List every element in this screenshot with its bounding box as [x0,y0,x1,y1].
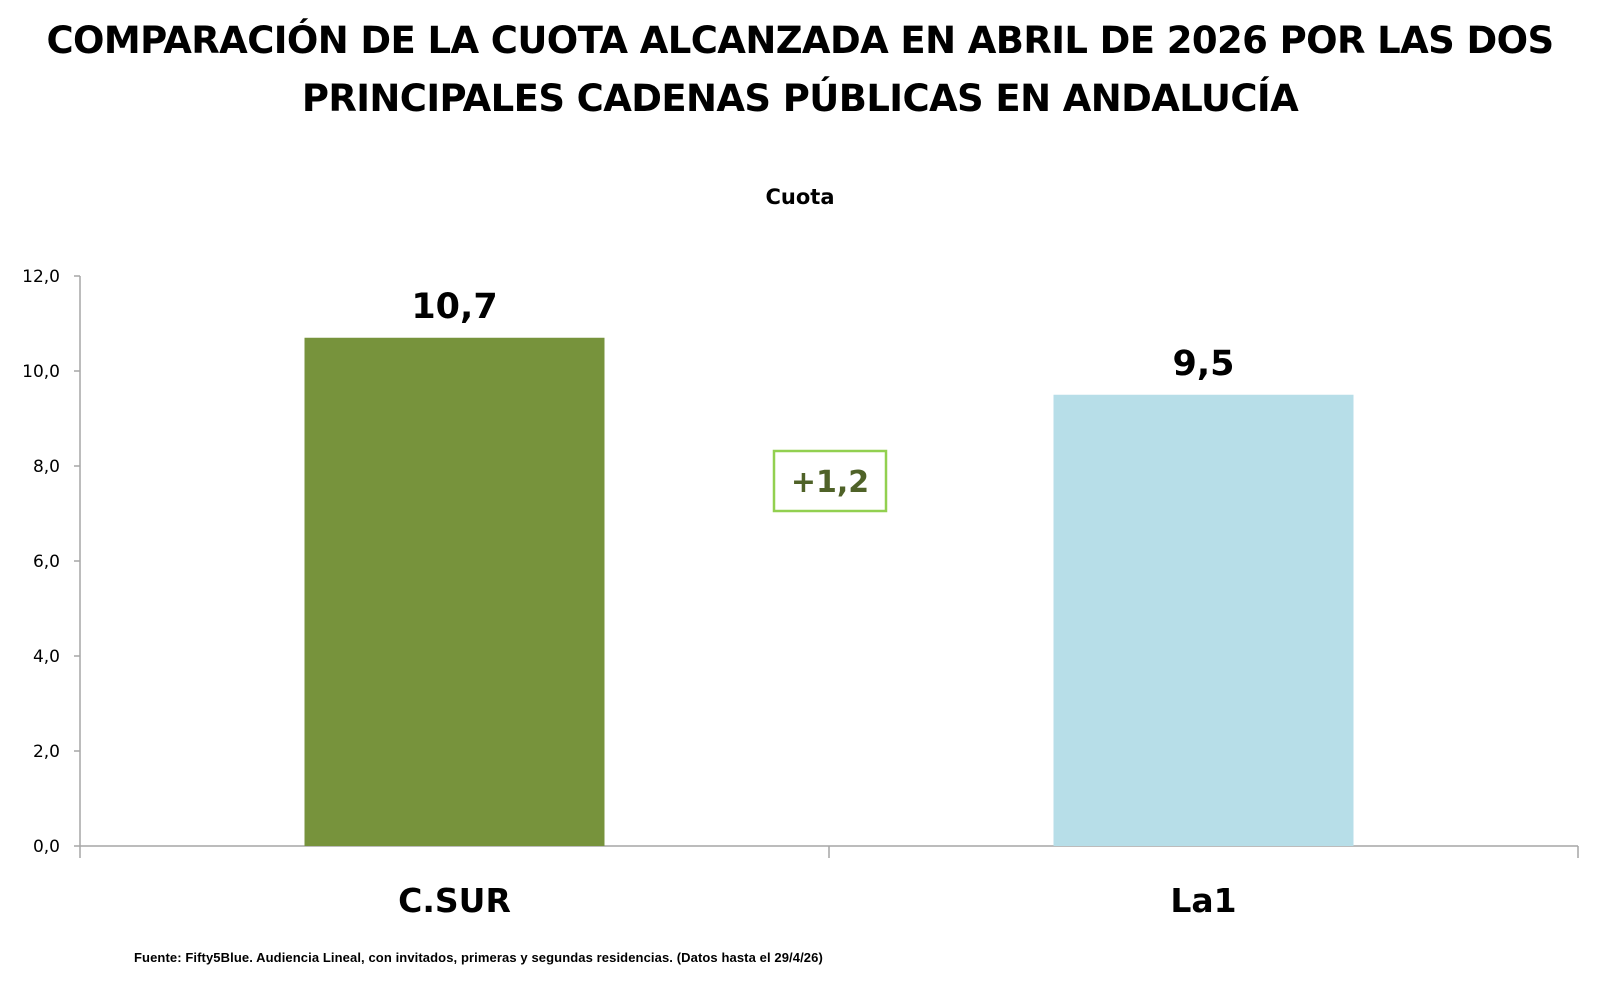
bar-la1 [1053,394,1354,846]
y-tick-label: 6,0 [33,552,60,572]
page-title-line-1: COMPARACIÓN DE LA CUOTA ALCANZADA EN ABR… [46,19,1555,62]
page-title: COMPARACIÓN DE LA CUOTA ALCANZADA EN ABR… [0,12,1600,128]
page-title-line-2: PRINCIPALES CADENAS PÚBLICAS EN ANDALUCÍ… [301,77,1299,120]
x-category-label: La1 [1170,881,1236,920]
y-tick-label: 8,0 [33,457,60,477]
difference-label: +1,2 [791,465,869,500]
difference-callout: +1,2 [772,449,888,513]
bars [304,337,1354,846]
y-tick-label: 0,0 [33,837,60,857]
difference-box [772,449,888,513]
data-label: 9,5 [1172,344,1234,384]
y-tick-label: 2,0 [33,742,60,762]
y-tick-label: 12,0 [22,267,60,287]
chart-title: Cuota [766,185,835,209]
y-tick-label: 10,0 [22,362,60,382]
source-note: Fuente: Fifty5Blue. Audiencia Lineal, co… [134,950,823,965]
bar-c-sur [304,337,605,846]
labels: 0,0 2,0 4,0 6,0 8,0 10,0 12,0 10,7 C.SUR 9,5 La1 [22,267,1236,920]
y-tick-label: 4,0 [33,647,60,667]
x-category-label: C.SUR [398,881,511,920]
data-label: 10,7 [411,287,497,327]
